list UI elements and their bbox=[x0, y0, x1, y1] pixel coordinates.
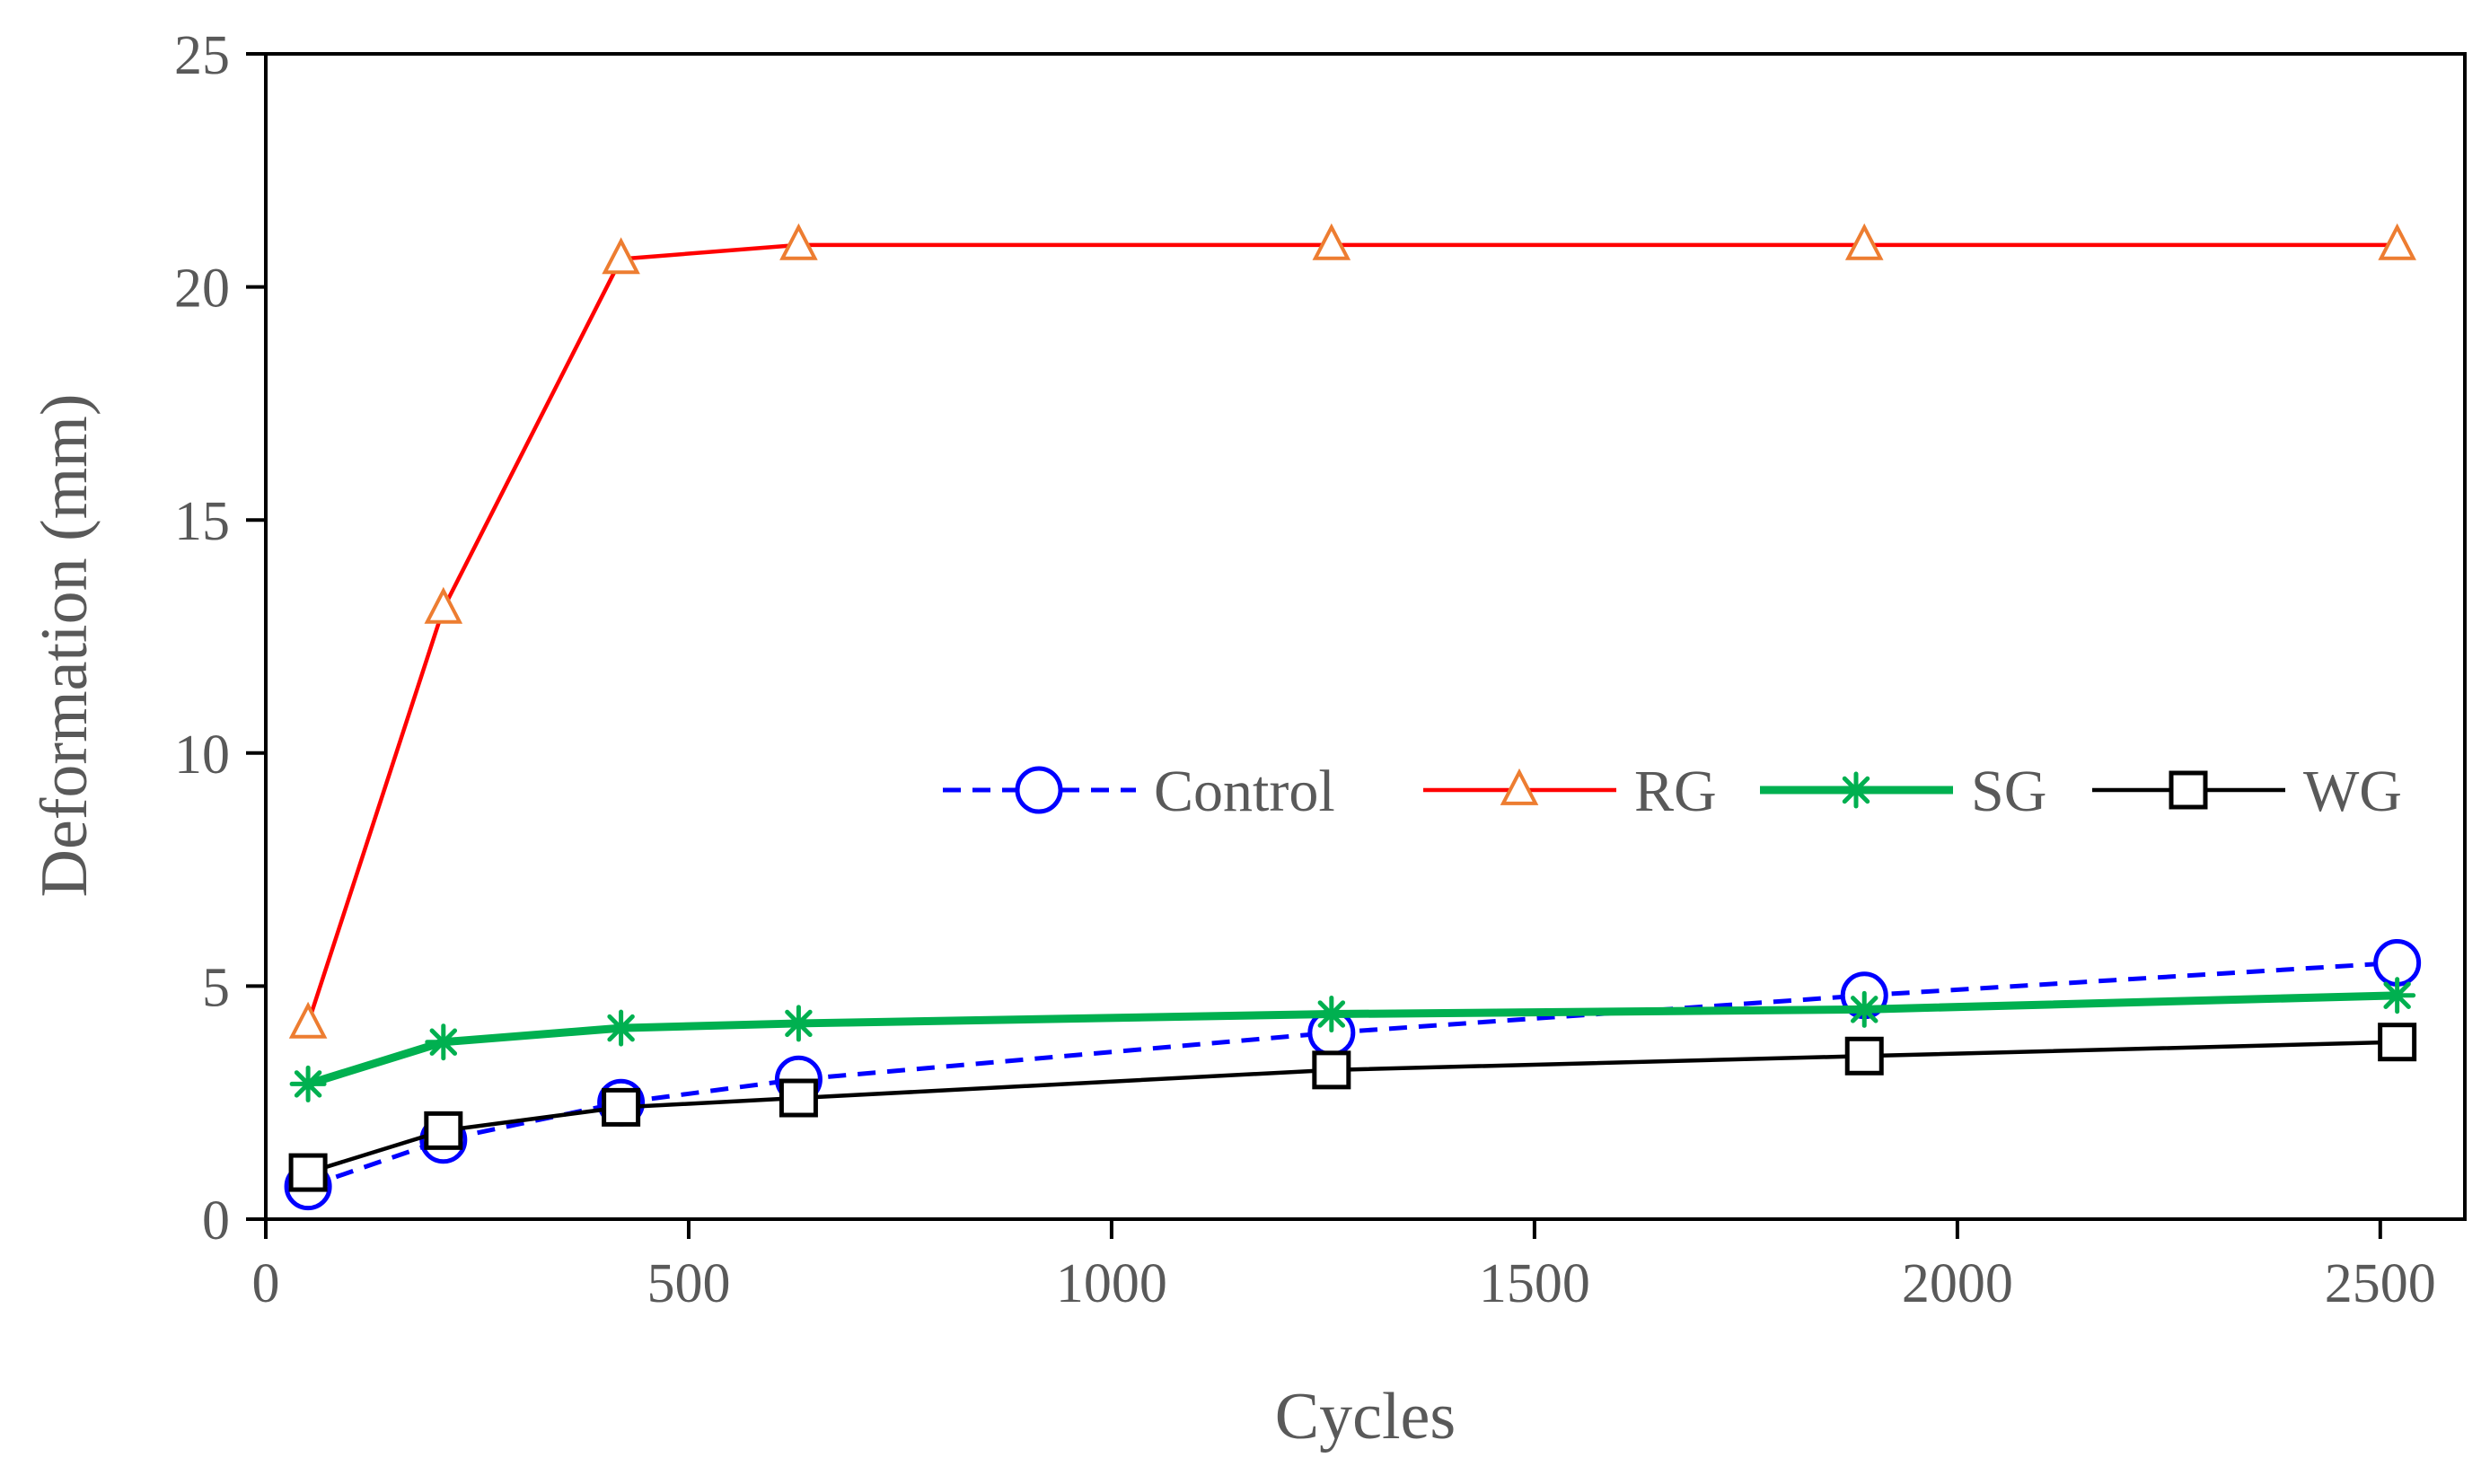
data-point-wg bbox=[2378, 1023, 2417, 1062]
y-tick-label: 10 bbox=[174, 724, 230, 786]
series-rg bbox=[288, 223, 2416, 1039]
data-point-rg bbox=[779, 223, 818, 260]
data-point-rg bbox=[602, 237, 640, 275]
legend-label-wg: WG bbox=[2303, 759, 2402, 824]
legend-label-control: Control bbox=[1154, 759, 1335, 824]
x-tick-label: 500 bbox=[647, 1253, 730, 1314]
y-tick-label: 25 bbox=[174, 25, 230, 86]
series-group bbox=[284, 223, 2422, 1211]
x-tick-label: 2000 bbox=[1902, 1253, 2013, 1314]
data-point-wg bbox=[1312, 1050, 1351, 1090]
data-point-sg bbox=[1845, 990, 1883, 1028]
data-point-rg bbox=[288, 1001, 328, 1039]
legend-item-sg: SG bbox=[1760, 759, 2046, 824]
legend-marker-wg bbox=[2169, 770, 2208, 810]
legend-label-rg: RG bbox=[1634, 759, 1717, 824]
x-tick-label: 1000 bbox=[1056, 1253, 1167, 1314]
legend-item-rg: RG bbox=[1423, 759, 1717, 824]
legend-marker-control bbox=[1015, 766, 1063, 814]
legend-item-control: Control bbox=[943, 759, 1335, 824]
y-tick-label: 0 bbox=[202, 1190, 230, 1251]
data-point-sg bbox=[1313, 996, 1351, 1033]
legend-item-wg: WG bbox=[2092, 759, 2402, 824]
y-tick-label: 20 bbox=[174, 259, 230, 320]
data-point-sg bbox=[603, 1009, 640, 1047]
y-tick-label: 15 bbox=[174, 491, 230, 552]
data-point-sg bbox=[289, 1065, 327, 1102]
data-point-sg bbox=[2379, 977, 2416, 1014]
legend-label-sg: SG bbox=[1971, 759, 2046, 824]
data-point-rg bbox=[1312, 223, 1351, 260]
data-point-wg bbox=[602, 1087, 641, 1127]
data-point-rg bbox=[1844, 223, 1884, 260]
data-point-sg bbox=[425, 1023, 462, 1061]
y-tick-label: 5 bbox=[202, 957, 230, 1018]
data-point-rg bbox=[2378, 223, 2416, 260]
x-tick-label: 0 bbox=[252, 1253, 280, 1314]
x-tick-label: 1500 bbox=[1479, 1253, 1590, 1314]
data-point-sg bbox=[779, 1005, 817, 1042]
plot-area bbox=[264, 52, 2467, 1221]
data-point-wg bbox=[424, 1111, 463, 1150]
data-point-wg bbox=[779, 1078, 818, 1118]
legend-marker-sg bbox=[1837, 771, 1875, 809]
series-sg bbox=[289, 977, 2416, 1102]
data-point-wg bbox=[1844, 1036, 1884, 1076]
x-tick-label: 2500 bbox=[2325, 1253, 2436, 1314]
legend: Control RG SG WG bbox=[943, 759, 2402, 824]
data-point-rg bbox=[424, 586, 463, 624]
series-wg bbox=[288, 1023, 2417, 1192]
legend-marker-rg bbox=[1500, 768, 1539, 805]
data-point-wg bbox=[288, 1153, 328, 1192]
x-axis-title: Cycles bbox=[1275, 1380, 1456, 1453]
y-axis-title: Deformation (mm) bbox=[28, 394, 101, 898]
axis-ticks: 0 5 10 15 20 25 0 500 1000 1500 2000 2500 bbox=[174, 25, 2436, 1314]
